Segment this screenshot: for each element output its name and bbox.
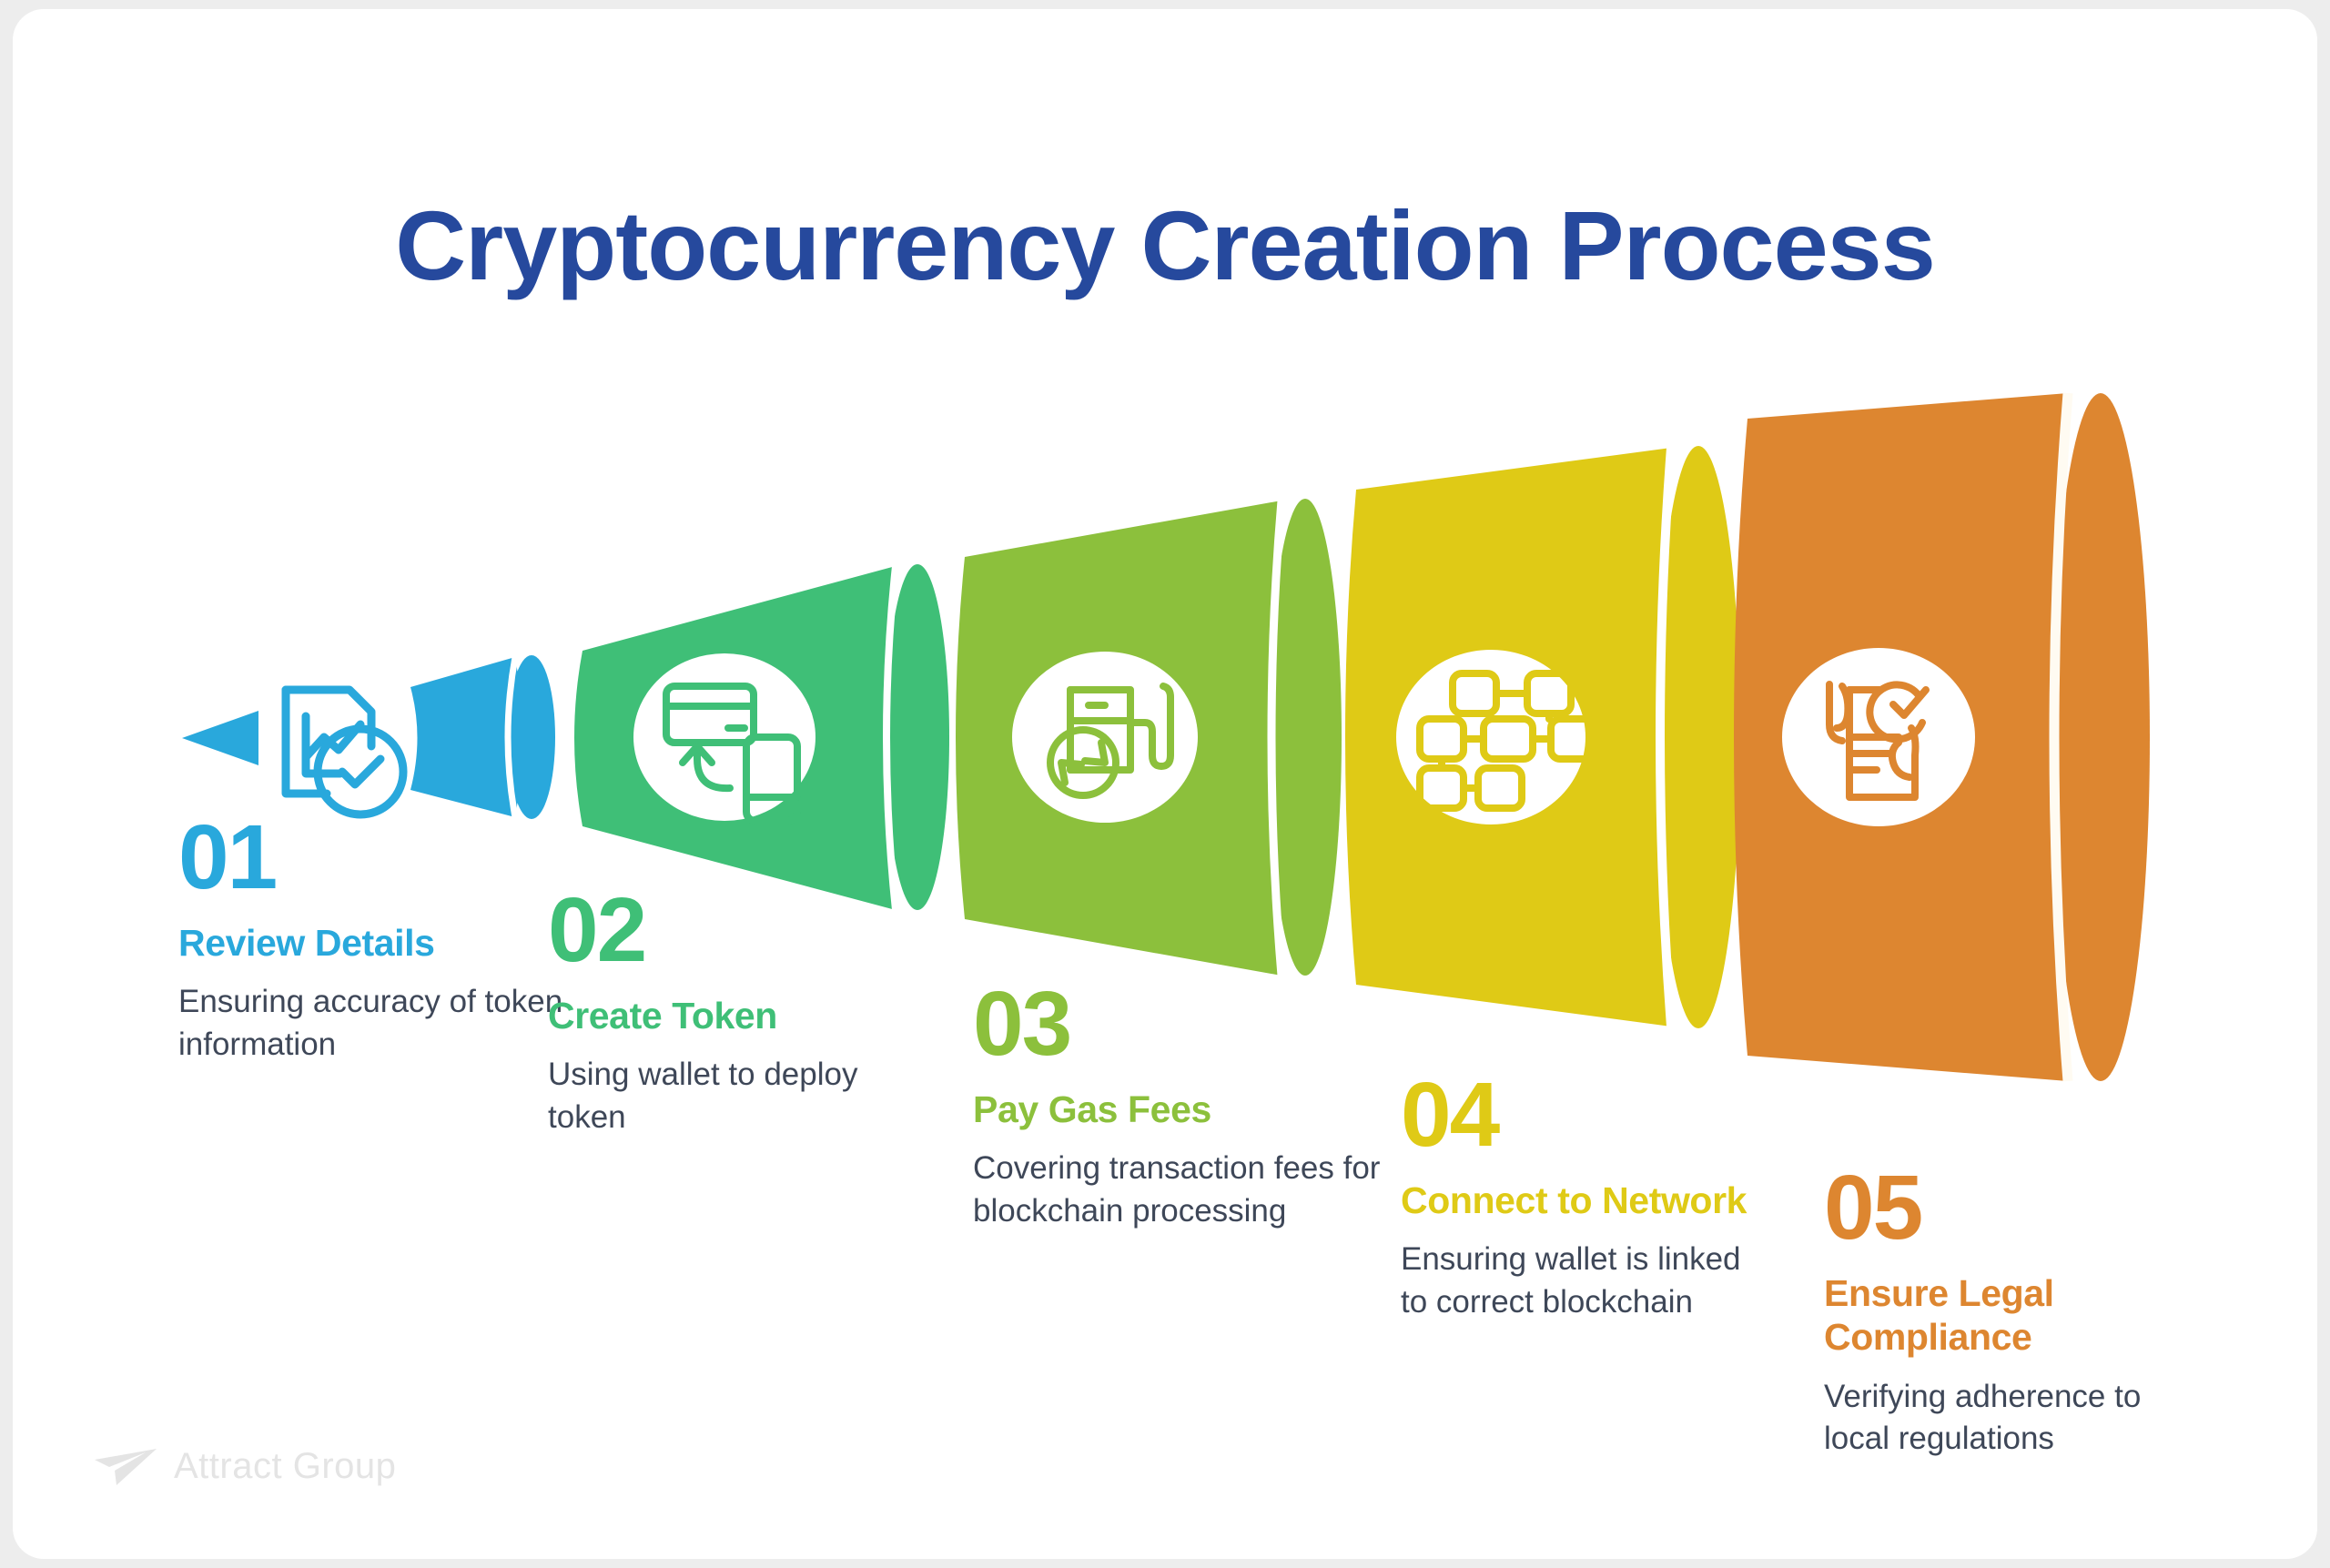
step-1-number: 01 [178, 806, 278, 908]
step-5-title: Ensure Legal Compliance [1824, 1272, 2054, 1359]
funnel-stage-4 [1345, 446, 1740, 1028]
hands-document-check-icon [1826, 681, 1930, 801]
step-4-title: Connect to Network [1401, 1179, 1748, 1221]
funnel-stage-2 [574, 564, 949, 911]
footer-logo: Attract Group [93, 1445, 396, 1487]
brand-name: Attract Group [174, 1445, 397, 1486]
step-4-number: 04 [1401, 1064, 1500, 1166]
step-5-description: Verifying adherence to local regulations [1824, 1378, 2142, 1457]
step-3-title: Pay Gas Fees [973, 1088, 1211, 1130]
infographic-card: Cryptocurrency Creation Process [13, 9, 2317, 1559]
funnel-stage-5 [1734, 392, 2150, 1082]
step-2: 02 Create Token Using wallet to deploy t… [548, 879, 939, 1138]
step-5: 05 Ensure Legal Compliance Verifying adh… [1824, 1157, 2188, 1461]
intake-arrow-icon [182, 711, 258, 765]
step-4-description: Ensuring wallet is linked to correct blo… [1401, 1241, 1741, 1320]
step-1-description: Ensuring accuracy of token information [178, 984, 563, 1062]
step-3-description: Covering transaction fees for blockchain… [973, 1150, 1381, 1229]
step-3: 03 Pay Gas Fees Covering transaction fee… [973, 973, 1392, 1232]
step-4: 04 Connect to Network Ensuring wallet is… [1401, 1064, 1765, 1323]
page-title: Cryptocurrency Creation Process [395, 190, 1936, 301]
card-phone-transfer-icon [663, 683, 801, 824]
step-1-title: Review Details [178, 922, 435, 964]
funnel-stage-1 [410, 655, 555, 819]
network-nodes-icon [1416, 670, 1598, 812]
step-5-number: 05 [1824, 1157, 1923, 1259]
step-3-number: 03 [973, 973, 1072, 1075]
paper-plane-icon [95, 1449, 157, 1485]
fuel-pump-refresh-icon [1047, 683, 1174, 799]
step-2-title: Create Token [548, 995, 777, 1037]
funnel-stage-3 [956, 499, 1342, 976]
document-chart-check-icon [281, 685, 408, 819]
step-2-description: Using wallet to deploy token [548, 1057, 858, 1135]
step-1: 01 Review Details Ensuring accuracy of t… [178, 806, 570, 1066]
step-2-number: 02 [548, 879, 647, 981]
